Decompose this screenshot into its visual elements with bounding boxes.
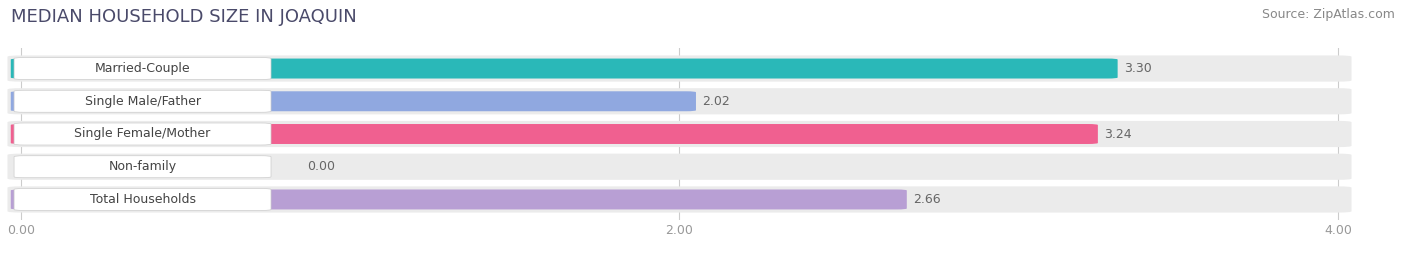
- FancyBboxPatch shape: [7, 121, 1351, 147]
- FancyBboxPatch shape: [7, 55, 1351, 82]
- FancyBboxPatch shape: [7, 88, 1351, 114]
- FancyBboxPatch shape: [11, 124, 1098, 144]
- Text: 3.30: 3.30: [1125, 62, 1152, 75]
- Text: 2.66: 2.66: [914, 193, 941, 206]
- Text: MEDIAN HOUSEHOLD SIZE IN JOAQUIN: MEDIAN HOUSEHOLD SIZE IN JOAQUIN: [11, 8, 357, 26]
- FancyBboxPatch shape: [7, 186, 1351, 213]
- Text: Total Households: Total Households: [90, 193, 195, 206]
- Text: 2.02: 2.02: [703, 95, 730, 108]
- FancyBboxPatch shape: [14, 188, 271, 210]
- FancyBboxPatch shape: [14, 58, 271, 80]
- FancyBboxPatch shape: [14, 123, 271, 145]
- Text: Source: ZipAtlas.com: Source: ZipAtlas.com: [1261, 8, 1395, 21]
- FancyBboxPatch shape: [14, 156, 271, 178]
- Text: Single Male/Father: Single Male/Father: [84, 95, 201, 108]
- FancyBboxPatch shape: [11, 58, 1118, 79]
- Text: Married-Couple: Married-Couple: [94, 62, 190, 75]
- FancyBboxPatch shape: [7, 154, 1351, 180]
- FancyBboxPatch shape: [11, 189, 907, 210]
- FancyBboxPatch shape: [14, 90, 271, 112]
- Text: Single Female/Mother: Single Female/Mother: [75, 128, 211, 140]
- Text: Non-family: Non-family: [108, 160, 177, 173]
- Text: 3.24: 3.24: [1105, 128, 1132, 140]
- Text: 0.00: 0.00: [308, 160, 335, 173]
- FancyBboxPatch shape: [11, 91, 696, 111]
